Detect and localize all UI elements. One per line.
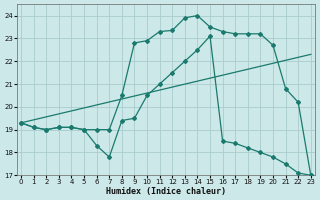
X-axis label: Humidex (Indice chaleur): Humidex (Indice chaleur) (106, 187, 226, 196)
